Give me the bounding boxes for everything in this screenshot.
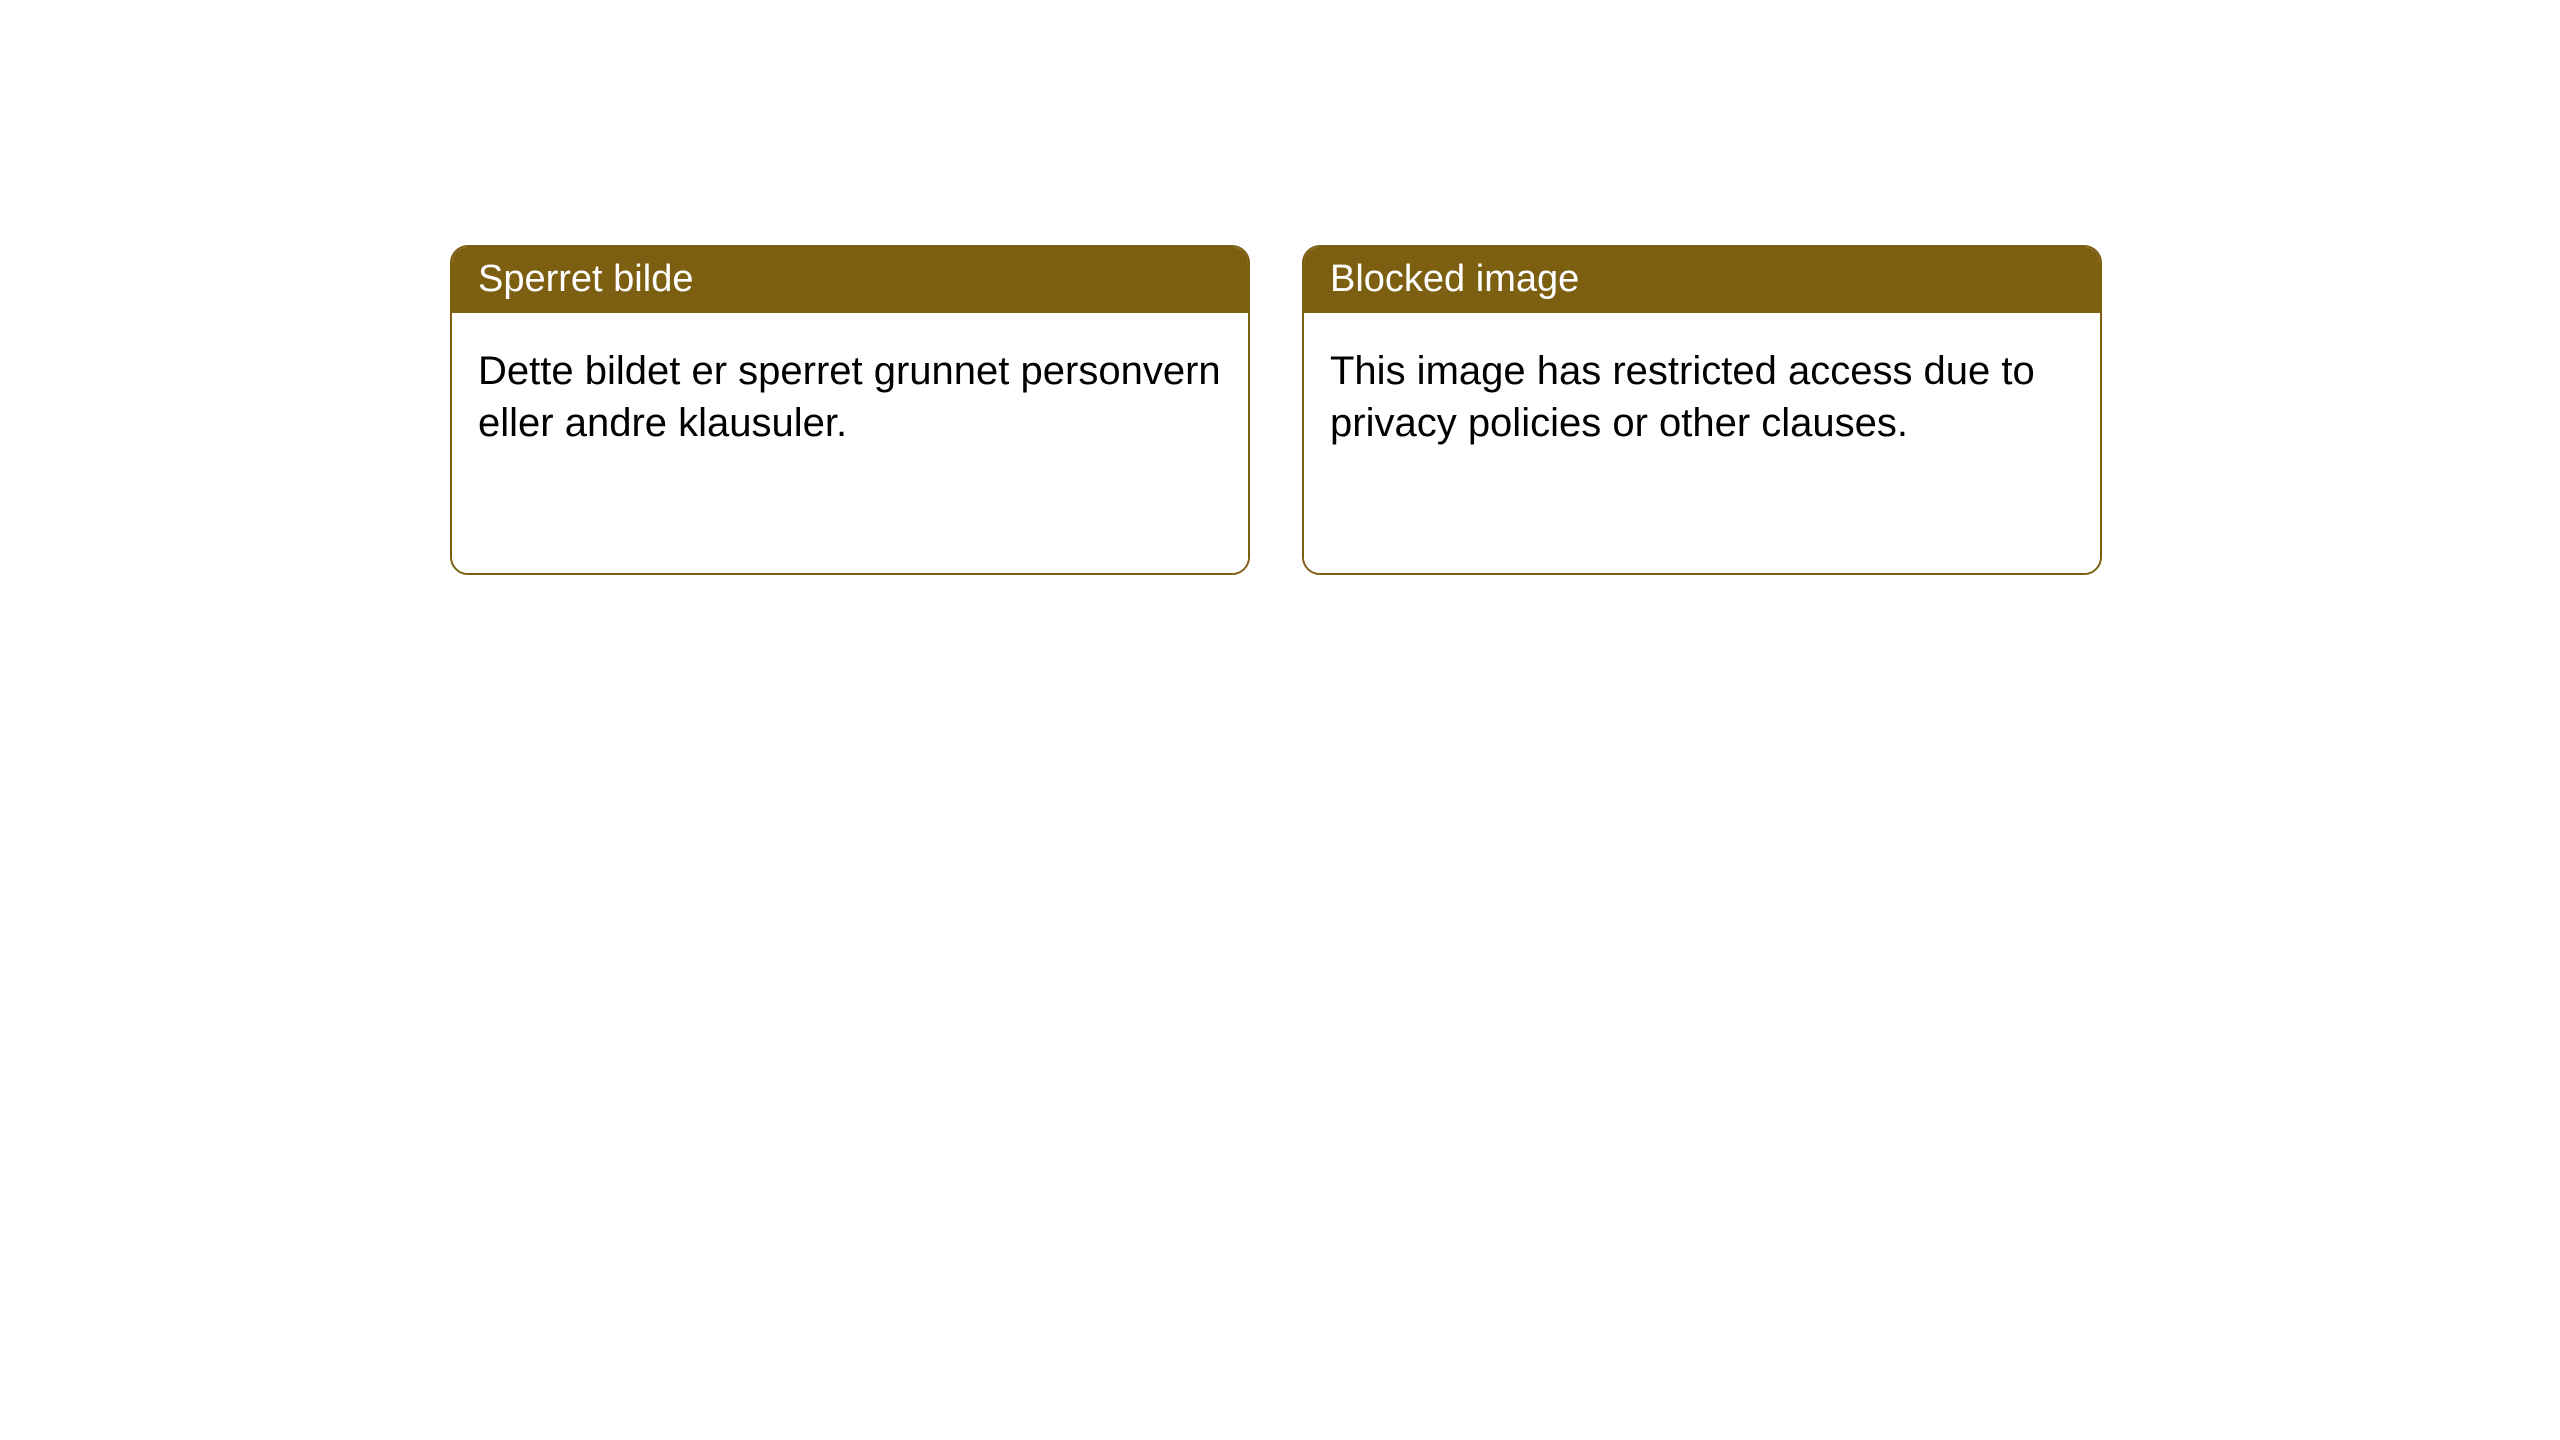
card-header: Blocked image [1304, 247, 2100, 313]
cards-container: Sperret bilde Dette bildet er sperret gr… [0, 0, 2560, 575]
card-body-text: Dette bildet er sperret grunnet personve… [478, 349, 1221, 445]
card-title: Sperret bilde [478, 258, 693, 300]
blocked-image-card-no: Sperret bilde Dette bildet er sperret gr… [450, 245, 1250, 575]
card-body: Dette bildet er sperret grunnet personve… [452, 313, 1248, 573]
blocked-image-card-en: Blocked image This image has restricted … [1302, 245, 2102, 575]
card-header: Sperret bilde [452, 247, 1248, 313]
card-body: This image has restricted access due to … [1304, 313, 2100, 573]
card-title: Blocked image [1330, 258, 1579, 300]
card-body-text: This image has restricted access due to … [1330, 349, 2035, 445]
